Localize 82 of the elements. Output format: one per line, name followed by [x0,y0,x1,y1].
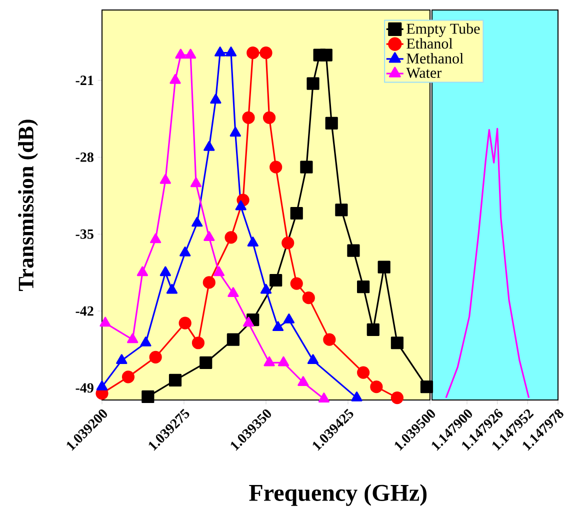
point [225,46,237,56]
point [270,274,282,287]
point [283,314,295,324]
point [390,392,404,404]
point [290,206,303,220]
point [160,266,171,276]
point [320,48,332,62]
point [140,336,152,346]
point [230,126,241,137]
point [180,246,191,256]
point [300,160,313,174]
point [168,374,182,387]
point [335,204,348,216]
point [202,276,216,289]
point [160,174,171,184]
point [325,116,338,130]
y-tick-label: -35 [76,229,94,239]
point [262,111,276,124]
legend-label: Methanol [406,53,464,64]
point [323,333,336,346]
y-tick-label: -49 [76,383,94,393]
point [235,200,246,210]
point [100,316,111,327]
point [122,370,135,384]
point [228,287,239,297]
point [318,392,330,402]
point [226,333,240,346]
point [264,356,275,366]
point [192,336,205,350]
point [270,160,282,174]
point [278,356,290,366]
point [260,284,272,294]
point [204,231,215,241]
point [214,46,226,56]
point [247,236,258,246]
point [282,236,294,250]
point [306,77,320,90]
point [116,354,128,364]
point [184,48,196,59]
point [213,266,225,276]
point [260,46,272,60]
x-axis-title: Frequency (GHz) [249,484,427,506]
y-axis-title: Transmission (dB) [18,120,38,291]
point [96,380,108,390]
point [142,390,154,404]
point [347,244,360,257]
point [351,392,362,402]
point [390,336,404,350]
legend-label: Water [406,68,442,78]
point [357,366,370,379]
point [224,231,238,244]
point [166,284,178,294]
point [242,111,255,124]
point [175,48,186,59]
y-tick-label: -28 [76,152,94,162]
point [272,321,284,332]
point [366,323,380,336]
point [204,141,215,151]
point [290,277,303,290]
legend-label: Empty Tube [406,23,480,37]
point [357,280,370,294]
point [200,356,212,369]
point [210,94,222,104]
point [178,316,192,330]
point [378,260,390,274]
point [192,216,203,227]
point [370,380,383,394]
point [242,316,254,327]
point [420,380,434,394]
point [246,46,260,60]
legend-label: Ethanol [406,38,453,49]
y-tick-label: -42 [76,306,94,316]
y-tick-label: -21 [76,76,94,85]
point [170,74,181,84]
point [307,354,319,364]
point [190,177,202,188]
point [150,233,162,244]
point [149,350,162,364]
point [302,292,315,304]
point [136,266,148,276]
point [127,333,138,344]
point [298,376,309,386]
